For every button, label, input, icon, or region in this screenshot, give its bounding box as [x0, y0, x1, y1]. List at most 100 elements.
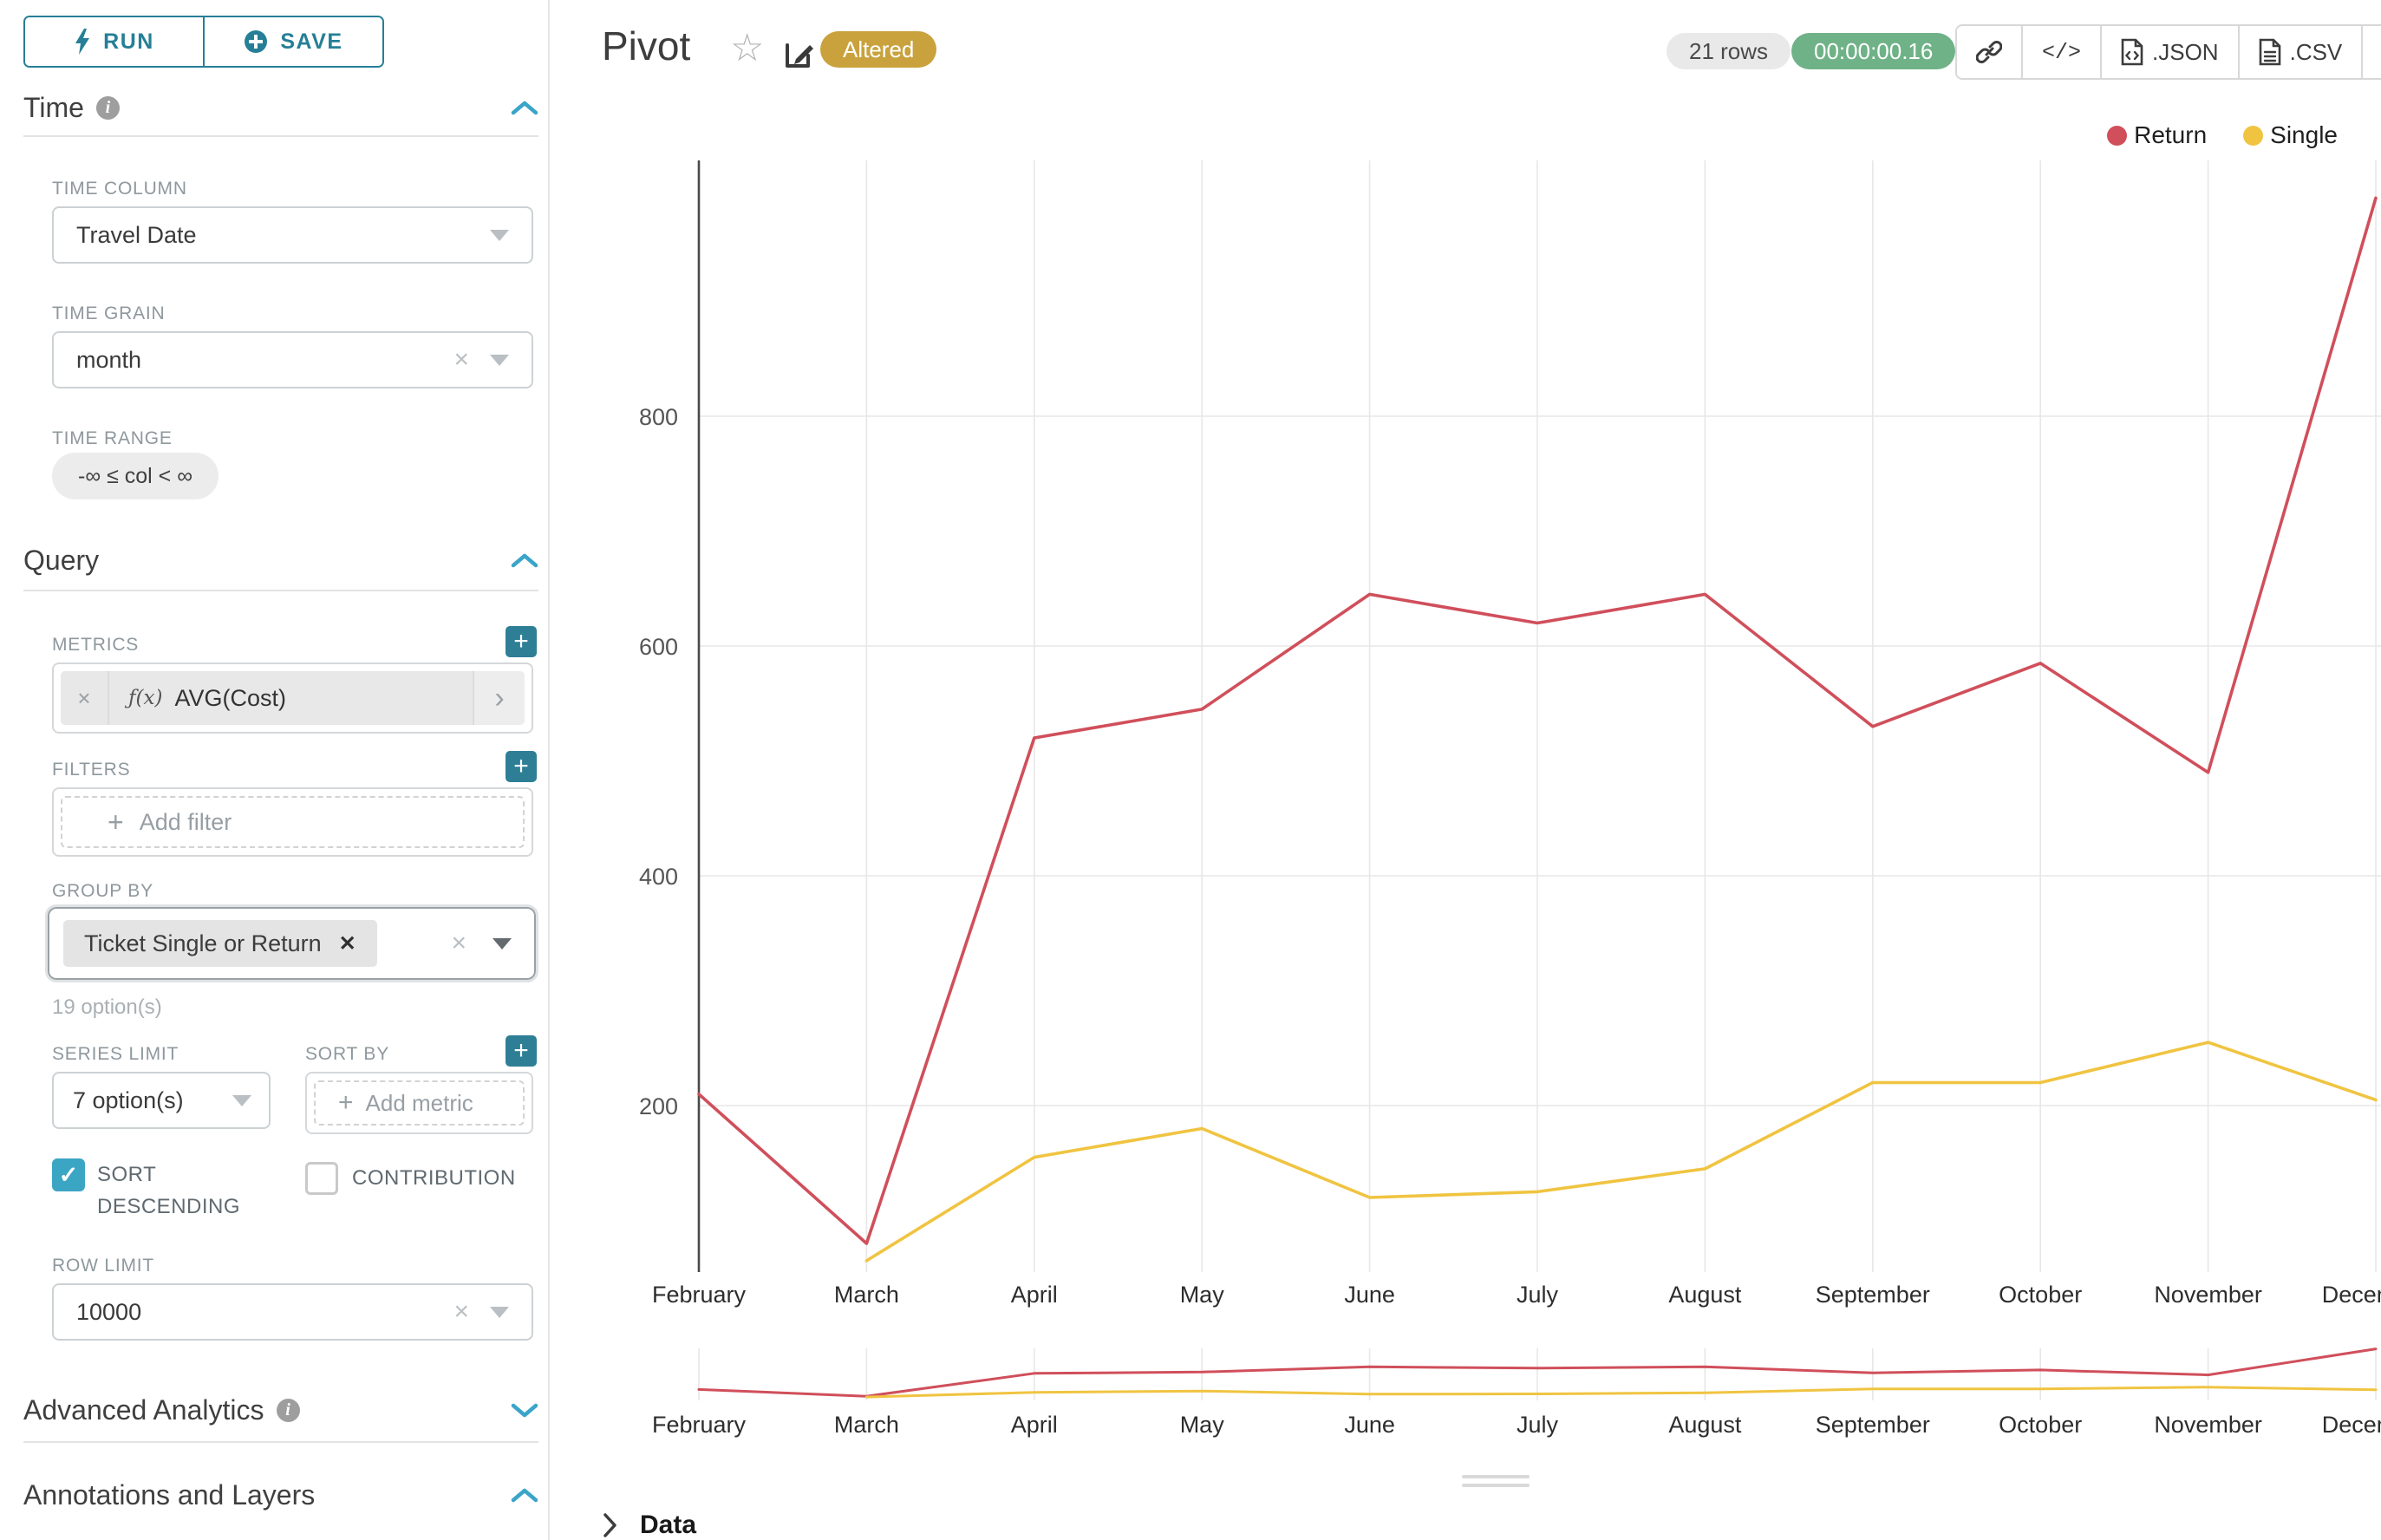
sort-by-control: + Add metric — [305, 1072, 533, 1134]
query-section-header[interactable]: Query — [23, 545, 538, 577]
time-column-value: Travel Date — [76, 221, 197, 248]
remove-metric-icon[interactable]: × — [61, 671, 109, 725]
add-metric-plus-button[interactable]: + — [506, 626, 537, 657]
add-filter-plus-button[interactable]: + — [506, 751, 537, 782]
link-icon — [1976, 40, 2002, 64]
chevron-up-icon[interactable] — [511, 100, 538, 116]
run-button-label: RUN — [103, 29, 154, 54]
y-axis-tick-label: 400 — [639, 864, 678, 890]
line-chart[interactable]: 200 400 600 800 February February March March Ap… — [549, 113, 2381, 1465]
section-divider — [23, 135, 538, 137]
legend-item-return[interactable]: Return — [2107, 121, 2207, 149]
view-query-button[interactable]: </> — [2021, 26, 2100, 78]
metric-name: AVG(Cost) — [174, 684, 286, 711]
expand-metric-icon[interactable]: › — [473, 671, 525, 725]
x-axis-label: August — [1668, 1282, 1742, 1308]
sort-by-label: SORT BY — [305, 1044, 390, 1064]
x-axis-label: April — [1011, 1282, 1058, 1308]
contribution-label: CONTRIBUTION — [352, 1166, 516, 1191]
series-limit-value: 7 option(s) — [73, 1086, 184, 1113]
time-grain-label: TIME GRAIN — [52, 303, 166, 323]
sort-descending-checkbox[interactable]: ✓ — [52, 1158, 85, 1191]
time-range-pill[interactable]: -∞ ≤ col < ∞ — [52, 453, 219, 499]
chart-legend: Return Single — [2107, 121, 2338, 149]
panel-resize-handle[interactable] — [1462, 1475, 1530, 1492]
chevron-down-icon[interactable] — [511, 1402, 538, 1419]
remove-chip-icon[interactable]: ✕ — [338, 931, 356, 956]
chart-menu-button[interactable] — [2361, 26, 2381, 78]
clear-icon[interactable]: × — [453, 345, 469, 374]
y-axis-tick-label: 600 — [639, 634, 678, 660]
altered-badge: Altered — [820, 31, 937, 68]
export-json-button[interactable]: .JSON — [2100, 26, 2238, 78]
group-by-chip-label: Ticket Single or Return — [84, 930, 322, 956]
time-column-select[interactable]: Travel Date — [52, 206, 533, 264]
lightning-icon — [75, 29, 90, 55]
caret-down-icon — [232, 1094, 251, 1106]
file-csv-icon — [2259, 38, 2280, 66]
info-icon: i — [95, 96, 120, 120]
x-axis-label: February — [652, 1282, 747, 1308]
caret-down-icon — [490, 354, 509, 366]
plus-icon: + — [108, 806, 124, 838]
section-divider — [23, 1441, 538, 1443]
caret-down-icon — [493, 937, 512, 949]
clear-icon[interactable]: × — [453, 1297, 469, 1326]
metrics-control: × ƒ(x) AVG(Cost) › — [52, 662, 533, 734]
favorite-star-icon[interactable]: ☆ — [730, 27, 765, 69]
mini-x-axis-label: March — [834, 1412, 899, 1438]
chevron-up-icon[interactable] — [511, 1487, 538, 1504]
save-button-label: SAVE — [280, 29, 343, 54]
chevron-right-icon — [603, 1513, 616, 1537]
group-by-select[interactable]: Ticket Single or Return ✕ × — [45, 904, 538, 982]
short-link-button[interactable] — [1957, 26, 2021, 78]
annotations-header[interactable]: Annotations and Layers — [23, 1479, 538, 1511]
query-section-title: Query — [23, 545, 100, 576]
series-line-return — [697, 196, 2378, 1245]
add-sort-metric-button[interactable]: + Add metric — [314, 1080, 525, 1126]
metric-item[interactable]: × ƒ(x) AVG(Cost) › — [61, 671, 525, 725]
series-limit-select[interactable]: 7 option(s) — [52, 1072, 271, 1129]
sort-descending-label: SORT DESCENDING — [97, 1163, 241, 1219]
time-column-label: TIME COLUMN — [52, 179, 187, 199]
clear-icon[interactable]: × — [451, 929, 466, 957]
legend-dot-single — [2243, 125, 2264, 146]
run-button[interactable]: RUN — [25, 17, 205, 66]
section-divider — [23, 590, 538, 591]
x-axis-label: November — [2154, 1282, 2262, 1308]
x-axis-label: June — [1344, 1282, 1395, 1308]
x-axis-label: March — [834, 1282, 899, 1308]
y-axis-tick-label: 200 — [639, 1093, 678, 1119]
add-filter-button[interactable]: + Add filter — [61, 796, 525, 848]
time-grain-select[interactable]: month × — [52, 331, 533, 388]
series-line-single — [864, 1041, 2378, 1263]
mini-x-axis-label: August — [1668, 1412, 1742, 1438]
export-toolbar: </> .JSON .CSV — [1955, 24, 2381, 80]
mini-series-line-return — [697, 1348, 2378, 1398]
row-limit-label: ROW LIMIT — [52, 1256, 155, 1276]
legend-label-single: Single — [2270, 121, 2338, 148]
file-json-icon — [2121, 38, 2143, 66]
legend-item-single[interactable]: Single — [2243, 121, 2338, 149]
advanced-analytics-title: Advanced Analytics — [23, 1394, 264, 1426]
plus-icon: + — [338, 1088, 354, 1117]
export-json-label: .JSON — [2152, 38, 2219, 65]
edit-icon[interactable] — [782, 36, 817, 71]
data-section-toggle[interactable]: Data — [602, 1511, 696, 1540]
x-axis-label: October — [1999, 1282, 2082, 1308]
contribution-checkbox[interactable]: ✓ — [305, 1162, 338, 1195]
mini-x-axis-label: February — [652, 1412, 747, 1438]
add-sort-metric-plus-button[interactable]: + — [506, 1035, 537, 1067]
metric-body[interactable]: ƒ(x) AVG(Cost) — [109, 671, 473, 725]
export-csv-button[interactable]: .CSV — [2237, 26, 2362, 78]
mini-x-axis-label: May — [1180, 1412, 1225, 1438]
row-limit-select[interactable]: 10000 × — [52, 1283, 533, 1341]
time-section-header[interactable]: Time i — [23, 92, 538, 124]
time-section-title: Time — [23, 92, 84, 123]
time-range-value: -∞ ≤ col < ∞ — [52, 453, 219, 499]
group-by-chip[interactable]: Ticket Single or Return ✕ — [63, 920, 377, 967]
chevron-up-icon[interactable] — [511, 552, 538, 569]
save-button[interactable]: SAVE — [205, 17, 382, 66]
mini-x-axis-label: September — [1816, 1412, 1930, 1438]
advanced-analytics-header[interactable]: Advanced Analytics i — [23, 1394, 538, 1426]
